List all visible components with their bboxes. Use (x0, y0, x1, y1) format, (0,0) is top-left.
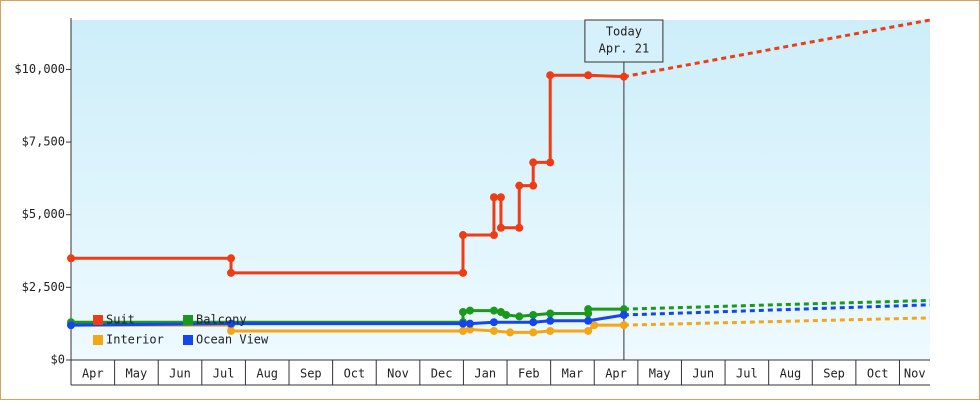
point (619, 72, 628, 81)
point (465, 325, 474, 334)
today-label: Apr. 21 (599, 42, 650, 56)
point (227, 254, 236, 263)
point (489, 193, 498, 202)
point (227, 326, 236, 335)
x-tick-label: Sep (823, 367, 845, 381)
y-tick-label: $2,500 (22, 280, 65, 294)
point (489, 326, 498, 335)
x-tick-label: Apr (605, 367, 627, 381)
y-tick-label: $5,000 (22, 207, 65, 221)
x-tick-label: Oct (867, 367, 889, 381)
x-tick-label: Jul (736, 367, 758, 381)
legend-label: Balcony (196, 313, 247, 327)
point (584, 326, 593, 335)
point (584, 71, 593, 80)
x-tick-label: Aug (256, 367, 278, 381)
point (489, 231, 498, 240)
point (529, 181, 538, 190)
point (496, 193, 505, 202)
x-tick-label: Oct (344, 367, 366, 381)
point (546, 158, 555, 167)
x-tick-label: Jan (474, 367, 496, 381)
x-tick-label: Apr (82, 367, 104, 381)
point (489, 306, 498, 315)
x-tick-label: Jul (213, 367, 235, 381)
point (529, 158, 538, 167)
legend-swatch (93, 315, 103, 325)
point (546, 326, 555, 335)
forecast-line (623, 18, 931, 79)
point (619, 310, 628, 319)
y-tick-label: $7,500 (22, 135, 65, 149)
legend-label: Interior (106, 333, 164, 347)
point (619, 305, 628, 314)
forecast-line (623, 298, 931, 311)
point (459, 231, 468, 240)
point (546, 71, 555, 80)
legend-swatch (93, 335, 103, 345)
legend-swatch (183, 315, 193, 325)
point (459, 308, 468, 317)
point (619, 321, 628, 330)
forecast-line (623, 303, 931, 317)
x-tick-label: May (649, 367, 671, 381)
x-tick-label: Jun (692, 367, 714, 381)
point (465, 306, 474, 315)
legend-label: Suit (106, 313, 135, 327)
point (496, 223, 505, 232)
point (67, 321, 75, 330)
point (506, 328, 515, 337)
x-tick-label: Dec (431, 367, 453, 381)
point (459, 319, 468, 328)
y-tick-label: $0 (51, 353, 65, 367)
point (465, 319, 474, 328)
point (529, 328, 538, 337)
point (515, 181, 524, 190)
x-tick-label: Sep (300, 367, 322, 381)
today-box (584, 19, 664, 63)
point (515, 223, 524, 232)
x-tick-label: May (126, 367, 148, 381)
point (489, 318, 498, 327)
x-tick-label: Nov (387, 367, 409, 381)
point (227, 319, 236, 328)
x-tick-label: Jun (169, 367, 191, 381)
y-tick-label: $10,000 (14, 62, 65, 76)
legend-label: Ocean View (196, 333, 269, 347)
point (502, 310, 511, 319)
x-tick-label: Nov (904, 367, 926, 381)
x-tick-label: Mar (562, 367, 584, 381)
point (67, 254, 75, 263)
point (227, 268, 236, 277)
forecast-line (623, 316, 931, 327)
point (529, 310, 538, 319)
point (584, 305, 593, 314)
today-label: Today (606, 25, 642, 39)
point (515, 312, 524, 321)
point (459, 326, 468, 335)
x-tick-label: Aug (780, 367, 802, 381)
point (459, 268, 468, 277)
point (529, 318, 538, 327)
point (546, 309, 555, 318)
point (590, 321, 599, 330)
x-tick-label: Feb (518, 367, 540, 381)
point (584, 316, 593, 325)
legend-swatch (183, 335, 193, 345)
point (546, 316, 555, 325)
